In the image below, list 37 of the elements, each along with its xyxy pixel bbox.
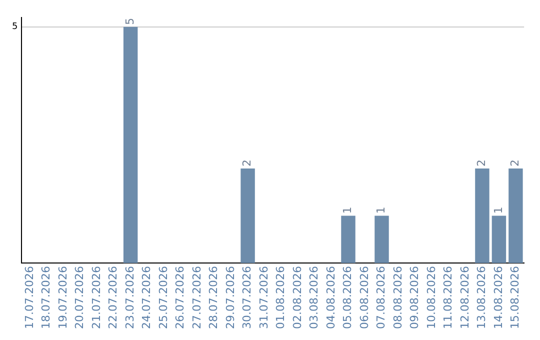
x-tick-label: 18.07.2026 [40, 266, 53, 330]
x-tick-label: 09.08.2026 [408, 266, 422, 330]
x-tick-label: 02.08.2026 [290, 266, 304, 330]
x-tick-label: 01.08.2026 [274, 266, 288, 330]
data-label: 1 [492, 206, 505, 214]
x-tick-label: 27.07.2026 [190, 266, 204, 330]
x-tick-label: 30.07.2026 [240, 266, 254, 330]
data-label: 1 [374, 206, 388, 214]
x-tick-label: 23.07.2026 [123, 266, 136, 330]
x-tick-label: 05.08.2026 [341, 266, 354, 330]
data-label: 2 [475, 160, 488, 167]
x-tick-label: 20.07.2026 [73, 266, 86, 330]
x-tick-label: 29.07.2026 [224, 266, 237, 330]
x-tick-label: 13.08.2026 [475, 266, 488, 330]
x-tick-label: 03.08.2026 [308, 266, 321, 330]
x-tick-label: 07.08.2026 [374, 266, 388, 330]
x-tick-label: 14.08.2026 [492, 266, 505, 330]
x-tick-label: 15.08.2026 [508, 266, 522, 330]
x-tick-label: 24.07.2026 [140, 266, 154, 330]
x-tick-label: 08.08.2026 [391, 266, 404, 330]
x-tick-label: 28.07.2026 [207, 266, 220, 330]
data-label: 5 [123, 18, 136, 25]
data-label: 2 [240, 160, 254, 167]
x-tick-label: 22.07.2026 [106, 266, 120, 330]
x-tick-label: 11.08.2026 [442, 266, 455, 330]
x-tick-label: 10.08.2026 [424, 266, 438, 330]
x-tick-label: 25.07.2026 [156, 266, 170, 330]
x-tick-label: 21.07.2026 [90, 266, 103, 330]
x-tick-label: 19.07.2026 [56, 266, 70, 330]
x-tick-label: 31.07.2026 [257, 266, 270, 330]
data-label: 1 [341, 206, 354, 214]
x-tick-label: 04.08.2026 [324, 266, 338, 330]
x-tick-label: 06.08.2026 [358, 266, 371, 330]
x-tick-label: 17.07.2026 [22, 266, 36, 330]
data-label: 2 [508, 160, 522, 167]
x-tick-label: 12.08.2026 [458, 266, 472, 330]
x-tick-label: 26.07.2026 [174, 266, 187, 330]
